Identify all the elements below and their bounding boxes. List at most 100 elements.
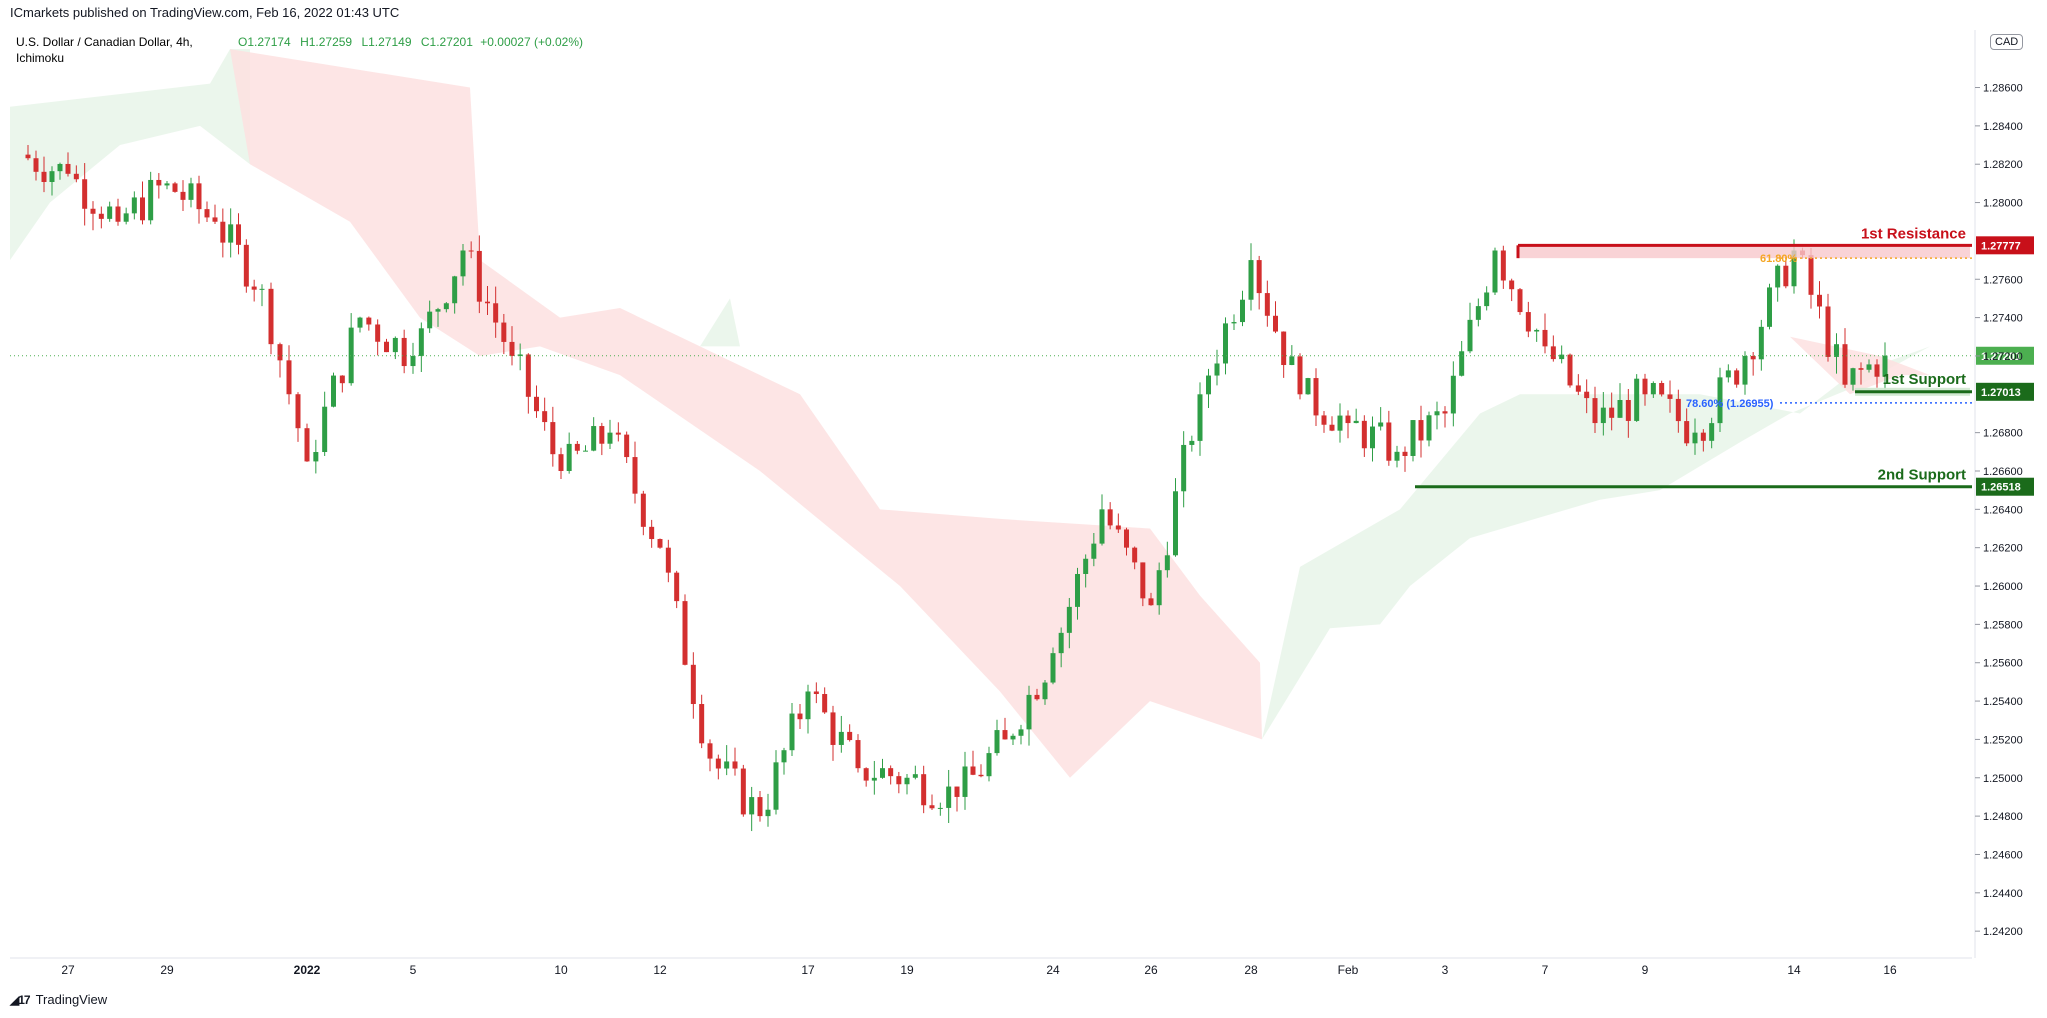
last-price-badge: 1.27201 (1981, 351, 2021, 363)
candle (1148, 592, 1154, 606)
candle (1353, 408, 1359, 424)
candle (1492, 247, 1498, 296)
candle-body (781, 750, 787, 763)
candle (1181, 431, 1187, 508)
candle-body (1817, 294, 1822, 307)
y-tick-label: 1.26600 (1983, 466, 2023, 478)
x-tick-label: 3 (1442, 963, 1449, 977)
candle-body (1617, 400, 1623, 418)
candle-body (1345, 415, 1351, 424)
candle (1034, 688, 1040, 701)
candle (912, 765, 918, 780)
candle (57, 162, 63, 180)
candle (348, 313, 354, 386)
candle-body (1758, 326, 1764, 360)
candle-body (1492, 250, 1498, 293)
tradingview-logo[interactable]: ◢17 TradingView (10, 992, 107, 1007)
candle-body (452, 276, 458, 304)
candle-body (1675, 398, 1681, 422)
candle (724, 745, 730, 776)
candle-body (1305, 378, 1311, 395)
candle (107, 201, 113, 222)
currency-badge[interactable]: CAD (1990, 34, 2024, 50)
candle-body (838, 731, 844, 745)
candle-body (542, 411, 548, 423)
candle-body (871, 777, 877, 781)
candle (1467, 302, 1473, 354)
resistance-label: 1st Resistance (1861, 225, 1966, 242)
candle (1297, 353, 1303, 400)
y-tick-label: 1.28000 (1983, 198, 2023, 210)
ohlc-change: +0.00027 (+0.02%) (480, 35, 583, 49)
resistance-zone (1518, 245, 1970, 259)
candle (1642, 373, 1648, 406)
candle (1442, 406, 1448, 428)
candle-body (1370, 426, 1375, 449)
candle-body (732, 761, 738, 769)
candle-body (286, 360, 292, 395)
candle-body (1775, 265, 1781, 288)
candle (1305, 377, 1311, 395)
candle-body (348, 327, 354, 384)
candle-body (615, 432, 621, 435)
candle (228, 208, 234, 258)
candle (1083, 554, 1089, 588)
candle (236, 213, 241, 255)
x-tick-label: 16 (1883, 963, 1897, 977)
candle (476, 235, 482, 314)
candle (212, 204, 218, 225)
candle-body (313, 452, 319, 462)
candle (855, 734, 861, 773)
candle (1817, 281, 1822, 319)
candle (682, 594, 688, 666)
candle-body (1767, 287, 1772, 327)
candle (1825, 293, 1831, 362)
candle (1264, 280, 1270, 327)
candle-body (73, 173, 79, 180)
candle-body (1066, 606, 1072, 633)
candle (765, 793, 771, 827)
candle (251, 279, 257, 302)
candle (418, 322, 424, 373)
candle (1361, 415, 1367, 457)
support2-badge-bg (1976, 477, 2034, 496)
cloud-bear-1 (230, 49, 1262, 778)
candle (813, 682, 819, 704)
candle-body (1214, 363, 1220, 376)
candle-body (392, 337, 398, 353)
candle-body (485, 301, 490, 304)
candle (1625, 389, 1631, 438)
candle-body (476, 250, 482, 302)
candle-body (896, 776, 902, 785)
candle (188, 177, 194, 208)
candle (1600, 392, 1606, 436)
candle (384, 338, 389, 353)
candle-body (740, 768, 746, 815)
candle (1410, 420, 1416, 462)
candle-body (674, 572, 680, 602)
ichimoku-cloud (10, 49, 1930, 778)
candle-body (156, 179, 162, 186)
candle-body (1684, 421, 1690, 444)
candle-body (1825, 306, 1831, 357)
candle-body (978, 774, 984, 777)
candle-body (954, 786, 960, 797)
candle (443, 302, 449, 313)
ohlc-open: O1.27174 (238, 35, 291, 49)
candle (295, 392, 301, 442)
candle-body (946, 786, 952, 808)
candle (1874, 359, 1880, 388)
candle (435, 307, 441, 327)
ohlc-close: C1.27201 (421, 35, 473, 49)
candle-body (822, 694, 828, 713)
candle (1700, 429, 1706, 452)
candle-body (501, 322, 507, 342)
candle (259, 284, 265, 307)
candle (452, 275, 458, 314)
candle (1256, 255, 1262, 310)
candle-body (1075, 573, 1080, 607)
candle-body (1517, 289, 1523, 313)
candle (331, 372, 336, 408)
candle (1042, 680, 1048, 705)
